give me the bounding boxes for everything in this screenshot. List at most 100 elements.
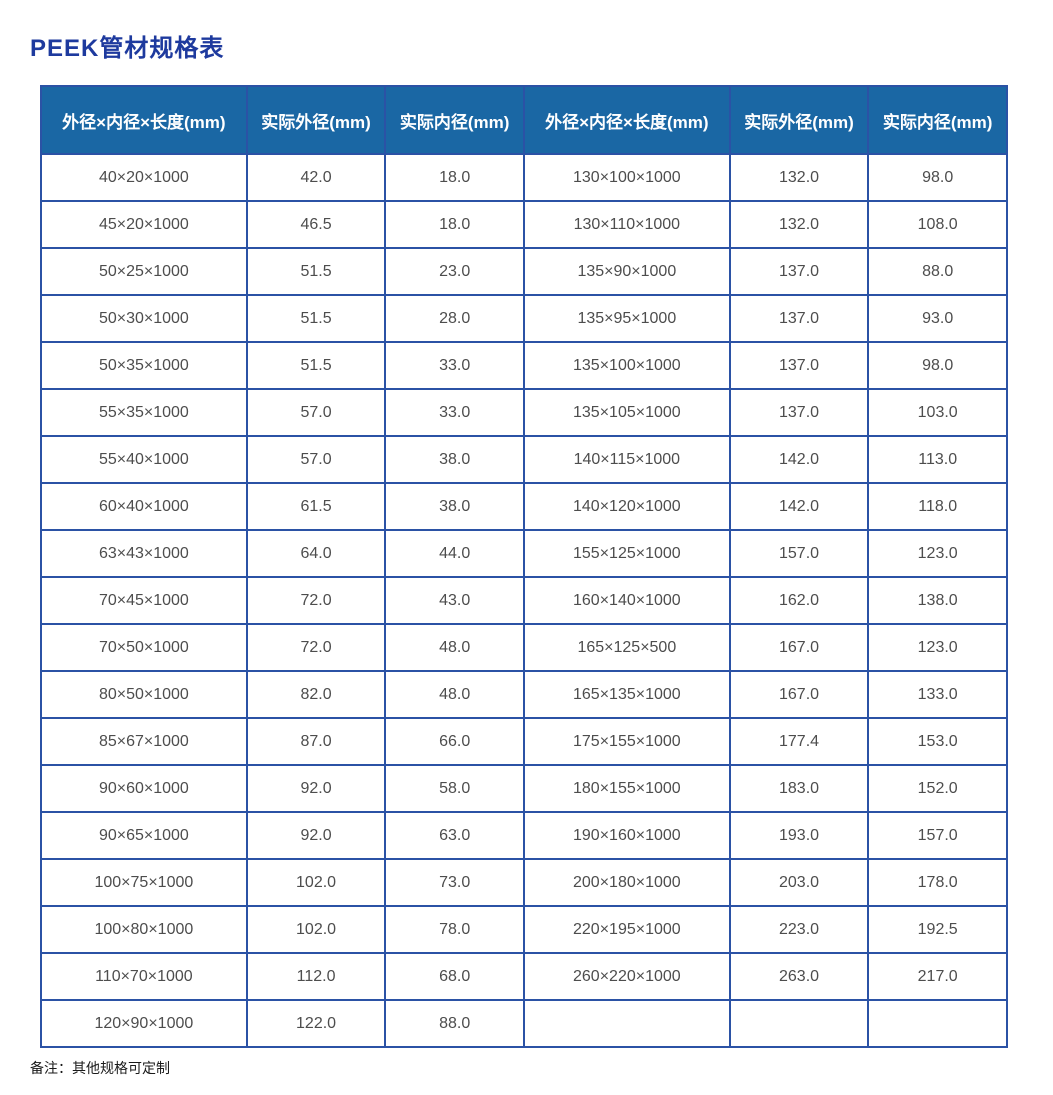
spec-cell: 135×95×1000 [522,294,731,343]
actual-od-cell: 183.0 [728,764,870,813]
spec-cell: 85×67×1000 [40,717,248,766]
spec-cell: 135×105×1000 [522,388,731,437]
table-header-row: 外径×内径×长度(mm) 实际外径(mm) 实际内径(mm) 外径×内径×长度(… [40,85,1008,155]
spec-cell: 140×120×1000 [522,482,731,531]
spec-cell: 200×180×1000 [522,858,731,907]
actual-od-cell: 72.0 [245,623,387,672]
spec-cell: 135×90×1000 [522,247,731,296]
table-row: 100×75×1000 102.0 73.0 200×180×1000 203.0 178… [40,858,1008,907]
actual-od-cell: 51.5 [245,341,387,390]
actual-id-cell: 178.0 [867,858,1008,907]
spec-cell: 63×43×1000 [40,529,248,578]
actual-id-cell: 88.0 [867,247,1008,296]
actual-od-cell: 223.0 [728,905,870,954]
table-row: 50×35×1000 51.5 33.0 135×100×1000 137.0 98.0 [40,341,1008,390]
spec-cell: 175×155×1000 [522,717,731,766]
actual-od-cell: 142.0 [728,435,870,484]
spec-cell: 100×80×1000 [40,905,248,954]
spec-cell: 130×110×1000 [522,200,731,249]
actual-od-cell: 157.0 [728,529,870,578]
header-actual-od-right: 实际外径(mm) [728,85,870,155]
actual-id-cell: 123.0 [867,623,1008,672]
actual-id-cell: 58.0 [384,764,525,813]
spec-cell: 110×70×1000 [40,952,248,1001]
actual-od-cell: 177.4 [728,717,870,766]
actual-id-cell: 123.0 [867,529,1008,578]
table-row: 55×35×1000 57.0 33.0 135×105×1000 137.0 103.0 [40,388,1008,437]
table-row: 80×50×1000 82.0 48.0 165×135×1000 167.0 133.0 [40,670,1008,719]
spec-cell: 135×100×1000 [522,341,731,390]
actual-id-cell: 98.0 [867,153,1008,202]
table-row: 50×25×1000 51.5 23.0 135×90×1000 137.0 88.0 [40,247,1008,296]
header-spec-left: 外径×内径×长度(mm) [40,85,248,155]
actual-od-cell: 64.0 [245,529,387,578]
spec-cell [522,999,731,1048]
actual-od-cell: 167.0 [728,670,870,719]
actual-id-cell: 103.0 [867,388,1008,437]
actual-od-cell: 162.0 [728,576,870,625]
spec-cell: 50×35×1000 [40,341,248,390]
spec-cell: 100×75×1000 [40,858,248,907]
table-row: 63×43×1000 64.0 44.0 155×125×1000 157.0 123.0 [40,529,1008,578]
table-row: 90×65×1000 92.0 63.0 190×160×1000 193.0 157.0 [40,811,1008,860]
table-row: 70×45×1000 72.0 43.0 160×140×1000 162.0 138.0 [40,576,1008,625]
actual-od-cell: 137.0 [728,388,870,437]
actual-id-cell: 33.0 [384,388,525,437]
spec-cell: 190×160×1000 [522,811,731,860]
actual-od-cell: 132.0 [728,153,870,202]
spec-cell: 40×20×1000 [40,153,248,202]
table-row: 60×40×1000 61.5 38.0 140×120×1000 142.0 118.0 [40,482,1008,531]
spec-cell: 60×40×1000 [40,482,248,531]
actual-od-cell: 137.0 [728,247,870,296]
spec-cell: 220×195×1000 [522,905,731,954]
actual-id-cell: 33.0 [384,341,525,390]
actual-id-cell: 153.0 [867,717,1008,766]
table-row: 120×90×1000 122.0 88.0 [40,999,1008,1048]
spec-cell: 140×115×1000 [522,435,731,484]
actual-od-cell: 46.5 [245,200,387,249]
actual-id-cell: 18.0 [384,153,525,202]
spec-cell: 165×125×500 [522,623,731,672]
table-row: 110×70×1000 112.0 68.0 260×220×1000 263.0 217… [40,952,1008,1001]
actual-id-cell: 48.0 [384,670,525,719]
actual-id-cell: 152.0 [867,764,1008,813]
actual-id-cell: 93.0 [867,294,1008,343]
actual-id-cell: 23.0 [384,247,525,296]
spec-cell: 130×100×1000 [522,153,731,202]
spec-cell: 165×135×1000 [522,670,731,719]
actual-od-cell: 142.0 [728,482,870,531]
actual-od-cell: 167.0 [728,623,870,672]
actual-od-cell: 203.0 [728,858,870,907]
spec-cell: 50×30×1000 [40,294,248,343]
actual-id-cell: 48.0 [384,623,525,672]
table-row: 40×20×1000 42.0 18.0 130×100×1000 132.0 98.0 [40,153,1008,202]
table-row: 90×60×1000 92.0 58.0 180×155×1000 183.0 152.0 [40,764,1008,813]
actual-id-cell: 38.0 [384,435,525,484]
table-row: 85×67×1000 87.0 66.0 175×155×1000 177.4 153.0 [40,717,1008,766]
actual-id-cell: 66.0 [384,717,525,766]
actual-od-cell: 51.5 [245,294,387,343]
spec-table-body: 40×20×1000 42.0 18.0 130×100×1000 132.0 98.0 4… [40,153,1008,1048]
spec-cell: 70×50×1000 [40,623,248,672]
actual-od-cell: 102.0 [245,858,387,907]
actual-od-cell: 61.5 [245,482,387,531]
actual-od-cell: 57.0 [245,388,387,437]
spec-cell: 160×140×1000 [522,576,731,625]
actual-od-cell: 112.0 [245,952,387,1001]
spec-table: 外径×内径×长度(mm) 实际外径(mm) 实际内径(mm) 外径×内径×长度(… [40,85,1008,1048]
header-actual-id-left: 实际内径(mm) [384,85,525,155]
actual-od-cell: 193.0 [728,811,870,860]
actual-id-cell: 133.0 [867,670,1008,719]
table-row: 50×30×1000 51.5 28.0 135×95×1000 137.0 93.0 [40,294,1008,343]
actual-od-cell: 57.0 [245,435,387,484]
table-row: 70×50×1000 72.0 48.0 165×125×500 167.0 123.0 [40,623,1008,672]
actual-od-cell: 102.0 [245,905,387,954]
actual-id-cell: 157.0 [867,811,1008,860]
actual-id-cell: 217.0 [867,952,1008,1001]
spec-cell: 70×45×1000 [40,576,248,625]
spec-cell: 90×65×1000 [40,811,248,860]
actual-id-cell: 73.0 [384,858,525,907]
actual-id-cell: 68.0 [384,952,525,1001]
actual-od-cell: 87.0 [245,717,387,766]
spec-cell: 155×125×1000 [522,529,731,578]
